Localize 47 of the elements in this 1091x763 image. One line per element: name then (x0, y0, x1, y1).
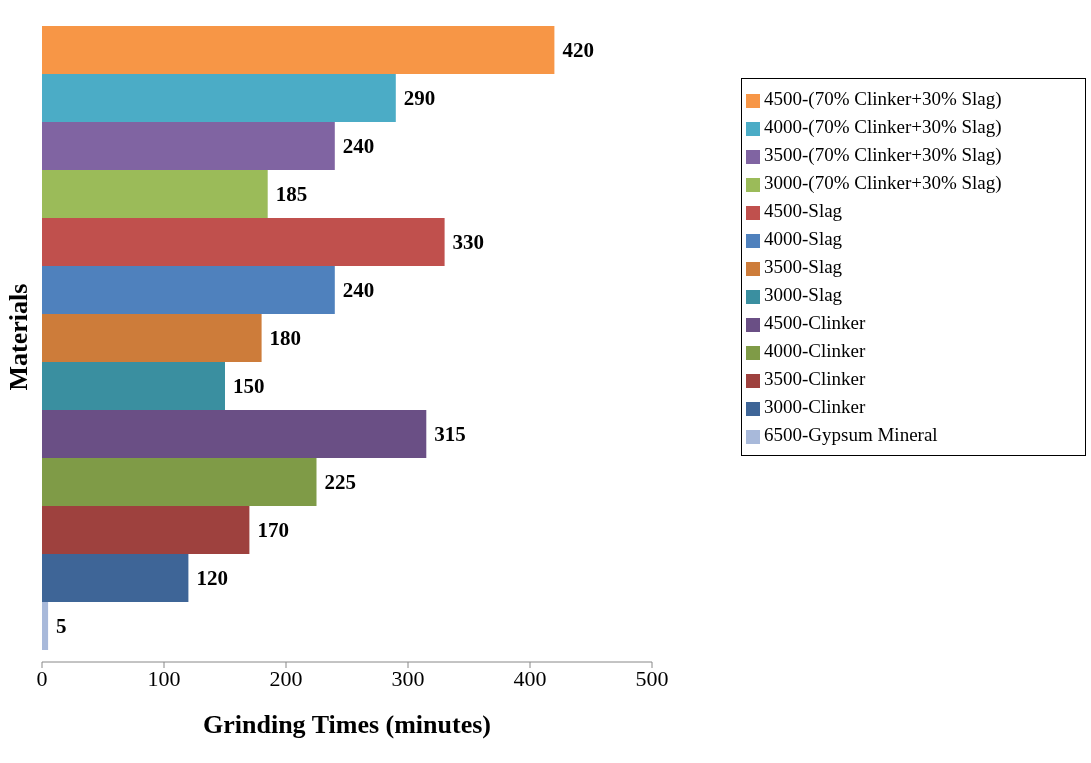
data-label: 315 (434, 422, 466, 447)
bar (42, 26, 555, 74)
legend-label: 4500-Slag (764, 200, 843, 221)
data-label: 240 (342, 134, 375, 159)
data-label: 5 (56, 614, 67, 639)
data-label: 170 (257, 518, 289, 543)
data-label: 290 (403, 86, 436, 111)
legend-label: 3500-Slag (764, 256, 843, 277)
legend-label: 4000-Slag (764, 228, 843, 249)
data-label: 120 (196, 566, 228, 591)
legend-label: 3000-Slag (764, 284, 843, 305)
legend-label: 4000-(70% Clinker+30% Slag) (764, 116, 1002, 137)
bar (42, 266, 335, 314)
data-label: 225 (324, 470, 356, 495)
data-label: 240 (342, 278, 375, 303)
bar (42, 314, 262, 362)
x-tick-label: 400 (513, 665, 547, 691)
legend-label: 4500-(70% Clinker+30% Slag) (764, 88, 1002, 109)
bar (42, 410, 427, 458)
legend-label: 6500-Gypsum Mineral (764, 424, 938, 445)
data-label: 420 (562, 38, 594, 63)
y-axis-title: Materials (4, 283, 34, 391)
legend-label: 3500-(70% Clinker+30% Slag) (764, 144, 1002, 165)
data-label: 150 (233, 374, 265, 399)
bar (42, 602, 49, 650)
bar (42, 170, 268, 218)
bar (42, 74, 396, 122)
bar (42, 362, 225, 410)
x-tick-label: 200 (269, 665, 303, 691)
bar (42, 458, 317, 506)
data-label: 180 (269, 326, 302, 351)
data-label: 330 (452, 230, 485, 255)
legend-label: 3000-Clinker (764, 396, 866, 417)
bar (42, 218, 445, 266)
x-tick-label: 500 (635, 665, 669, 691)
legend-label: 3500-Clinker (764, 368, 866, 389)
x-tick-label: 100 (147, 665, 181, 691)
legend-label: 3000-(70% Clinker+30% Slag) (764, 172, 1002, 193)
bar (42, 122, 335, 170)
legend-label: 4500-Clinker (764, 312, 866, 333)
x-tick-label: 0 (36, 665, 48, 691)
bar (42, 506, 250, 554)
x-axis-title: Grinding Times (minutes) (203, 710, 491, 739)
data-label: 185 (275, 182, 308, 207)
legend-label: 4000-Clinker (764, 340, 866, 361)
bar (42, 554, 189, 602)
x-tick-label: 300 (391, 665, 425, 691)
